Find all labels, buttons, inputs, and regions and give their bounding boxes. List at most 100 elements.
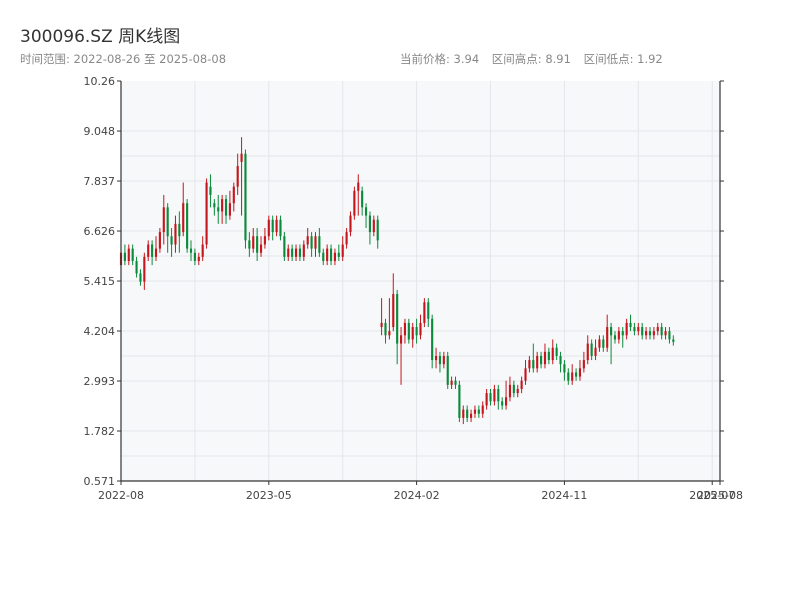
y-tick-label: 1.782: [84, 425, 116, 438]
candle-body: [271, 219, 274, 233]
candle: [466, 405, 469, 423]
candle-body: [442, 355, 445, 365]
candle: [458, 380, 461, 423]
candle: [166, 203, 169, 253]
candle: [279, 215, 282, 241]
candle: [606, 314, 609, 352]
candle: [555, 343, 558, 361]
candle-body: [497, 388, 500, 402]
y-tick-label: 5.415: [84, 275, 116, 288]
candle-body: [131, 248, 134, 261]
candle: [512, 380, 515, 398]
candle: [240, 137, 243, 216]
candle-body: [368, 215, 372, 233]
candle: [411, 322, 414, 348]
candle-body: [209, 186, 212, 195]
candle: [170, 227, 173, 257]
candle-body: [606, 327, 609, 348]
candle-body: [174, 223, 177, 245]
candle: [318, 227, 321, 257]
candle-body: [158, 232, 161, 249]
candle: [664, 327, 667, 340]
candle-body: [672, 339, 675, 342]
candle-body: [462, 409, 465, 418]
candle-body: [431, 318, 434, 361]
candle-body: [318, 236, 321, 253]
x-tick-label: 2025-07: [689, 489, 735, 502]
candle: [656, 322, 659, 336]
candle-body: [652, 331, 655, 336]
candle: [275, 215, 278, 237]
candle: [267, 215, 270, 241]
candle-body: [197, 256, 200, 261]
candle: [637, 322, 640, 336]
candle: [497, 384, 500, 410]
candle-body: [477, 409, 480, 414]
candle-body: [217, 207, 220, 212]
candle: [123, 244, 126, 266]
candle: [224, 194, 228, 224]
candle-body: [349, 215, 352, 233]
candle: [209, 174, 212, 208]
candle-body: [376, 219, 379, 241]
candle: [306, 227, 309, 249]
candle-body: [279, 219, 282, 237]
candle: [158, 227, 161, 253]
candle-body: [613, 335, 617, 340]
candle-body: [396, 294, 399, 344]
candle: [364, 203, 368, 228]
candle: [384, 318, 387, 344]
candle: [610, 322, 613, 365]
candle: [368, 211, 372, 245]
candle-body: [625, 322, 628, 336]
candle: [380, 298, 383, 336]
candle: [201, 236, 204, 261]
candle: [423, 298, 426, 328]
candle-body: [380, 322, 383, 328]
candle: [131, 244, 134, 266]
candle-body: [419, 322, 422, 336]
candle-body: [275, 219, 278, 233]
candle: [143, 252, 146, 290]
y-tick-label: 9.048: [84, 125, 116, 138]
candle-body: [345, 232, 348, 245]
candle: [551, 339, 554, 365]
candle-body: [485, 393, 488, 406]
candle-body: [493, 388, 496, 402]
candle-body: [571, 372, 574, 381]
candle-body: [361, 190, 364, 208]
candle: [431, 314, 434, 369]
candle-body: [322, 252, 325, 261]
candle: [248, 232, 251, 257]
candle: [197, 252, 200, 266]
candle: [345, 227, 348, 249]
candle: [193, 248, 196, 266]
candle: [652, 327, 655, 340]
x-tick-label: 2022-08: [98, 489, 144, 502]
candle-body: [641, 327, 644, 336]
candle: [505, 380, 508, 410]
candle-body: [575, 372, 578, 377]
candle: [341, 236, 344, 261]
candle: [139, 269, 142, 286]
candle-body: [256, 236, 259, 253]
candle-body: [294, 248, 298, 257]
candles-layer: [119, 137, 675, 425]
x-tick-label: 2024-11: [541, 489, 587, 502]
candle-body: [341, 244, 344, 257]
candle: [189, 240, 193, 261]
candle: [594, 339, 597, 361]
candle: [613, 331, 617, 344]
candle: [361, 186, 364, 216]
candle-body: [232, 186, 235, 204]
candle-body: [434, 355, 438, 361]
candle: [407, 318, 410, 344]
candle: [625, 318, 628, 340]
candle-body: [582, 360, 585, 369]
candle-body: [489, 393, 492, 402]
candle: [485, 388, 488, 410]
candle-body: [621, 331, 624, 336]
candle-body: [135, 260, 138, 274]
candle-body: [664, 331, 667, 336]
candle-body: [143, 256, 146, 282]
